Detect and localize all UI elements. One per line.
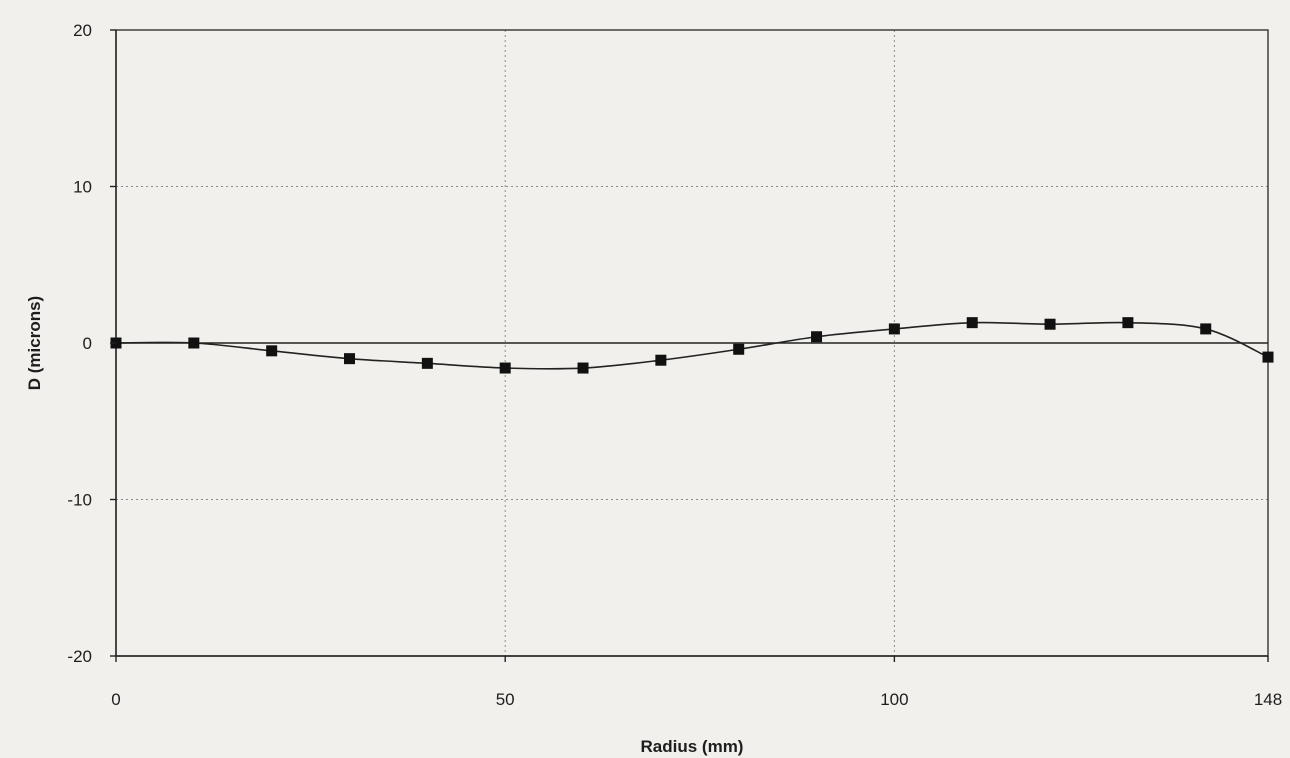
y-axis-label: D (microns) (25, 296, 44, 390)
data-point (733, 343, 745, 355)
data-point (655, 354, 667, 366)
x-tick-label: 0 (111, 690, 120, 709)
series-line (115, 321, 1269, 370)
tick-layer: -20 -10 0 10 20 0 50 100 148 (67, 21, 1282, 709)
data-point (966, 317, 978, 329)
x-tick-label: 100 (880, 690, 908, 709)
data-point (421, 357, 433, 369)
y-tick-label: 0 (83, 334, 92, 353)
data-point (811, 331, 823, 343)
y-tick-label: 10 (73, 178, 92, 197)
data-point (577, 362, 589, 374)
data-point (499, 362, 511, 374)
data-point (266, 345, 278, 357)
axis-layer (115, 30, 1268, 657)
x-tick-label: 148 (1254, 690, 1282, 709)
data-point (888, 323, 900, 335)
y-tick-label: -10 (67, 491, 92, 510)
x-axis-label: Radius (mm) (641, 737, 744, 756)
data-point (188, 337, 200, 349)
data-point (344, 353, 356, 365)
series-layer (110, 317, 1274, 374)
x-tick-label: 50 (496, 690, 515, 709)
data-point (1044, 318, 1056, 330)
data-point (1122, 317, 1134, 329)
data-point (1262, 351, 1274, 363)
y-tick-label: 20 (73, 21, 92, 40)
data-point (1200, 323, 1212, 335)
y-tick-label: -20 (67, 647, 92, 666)
